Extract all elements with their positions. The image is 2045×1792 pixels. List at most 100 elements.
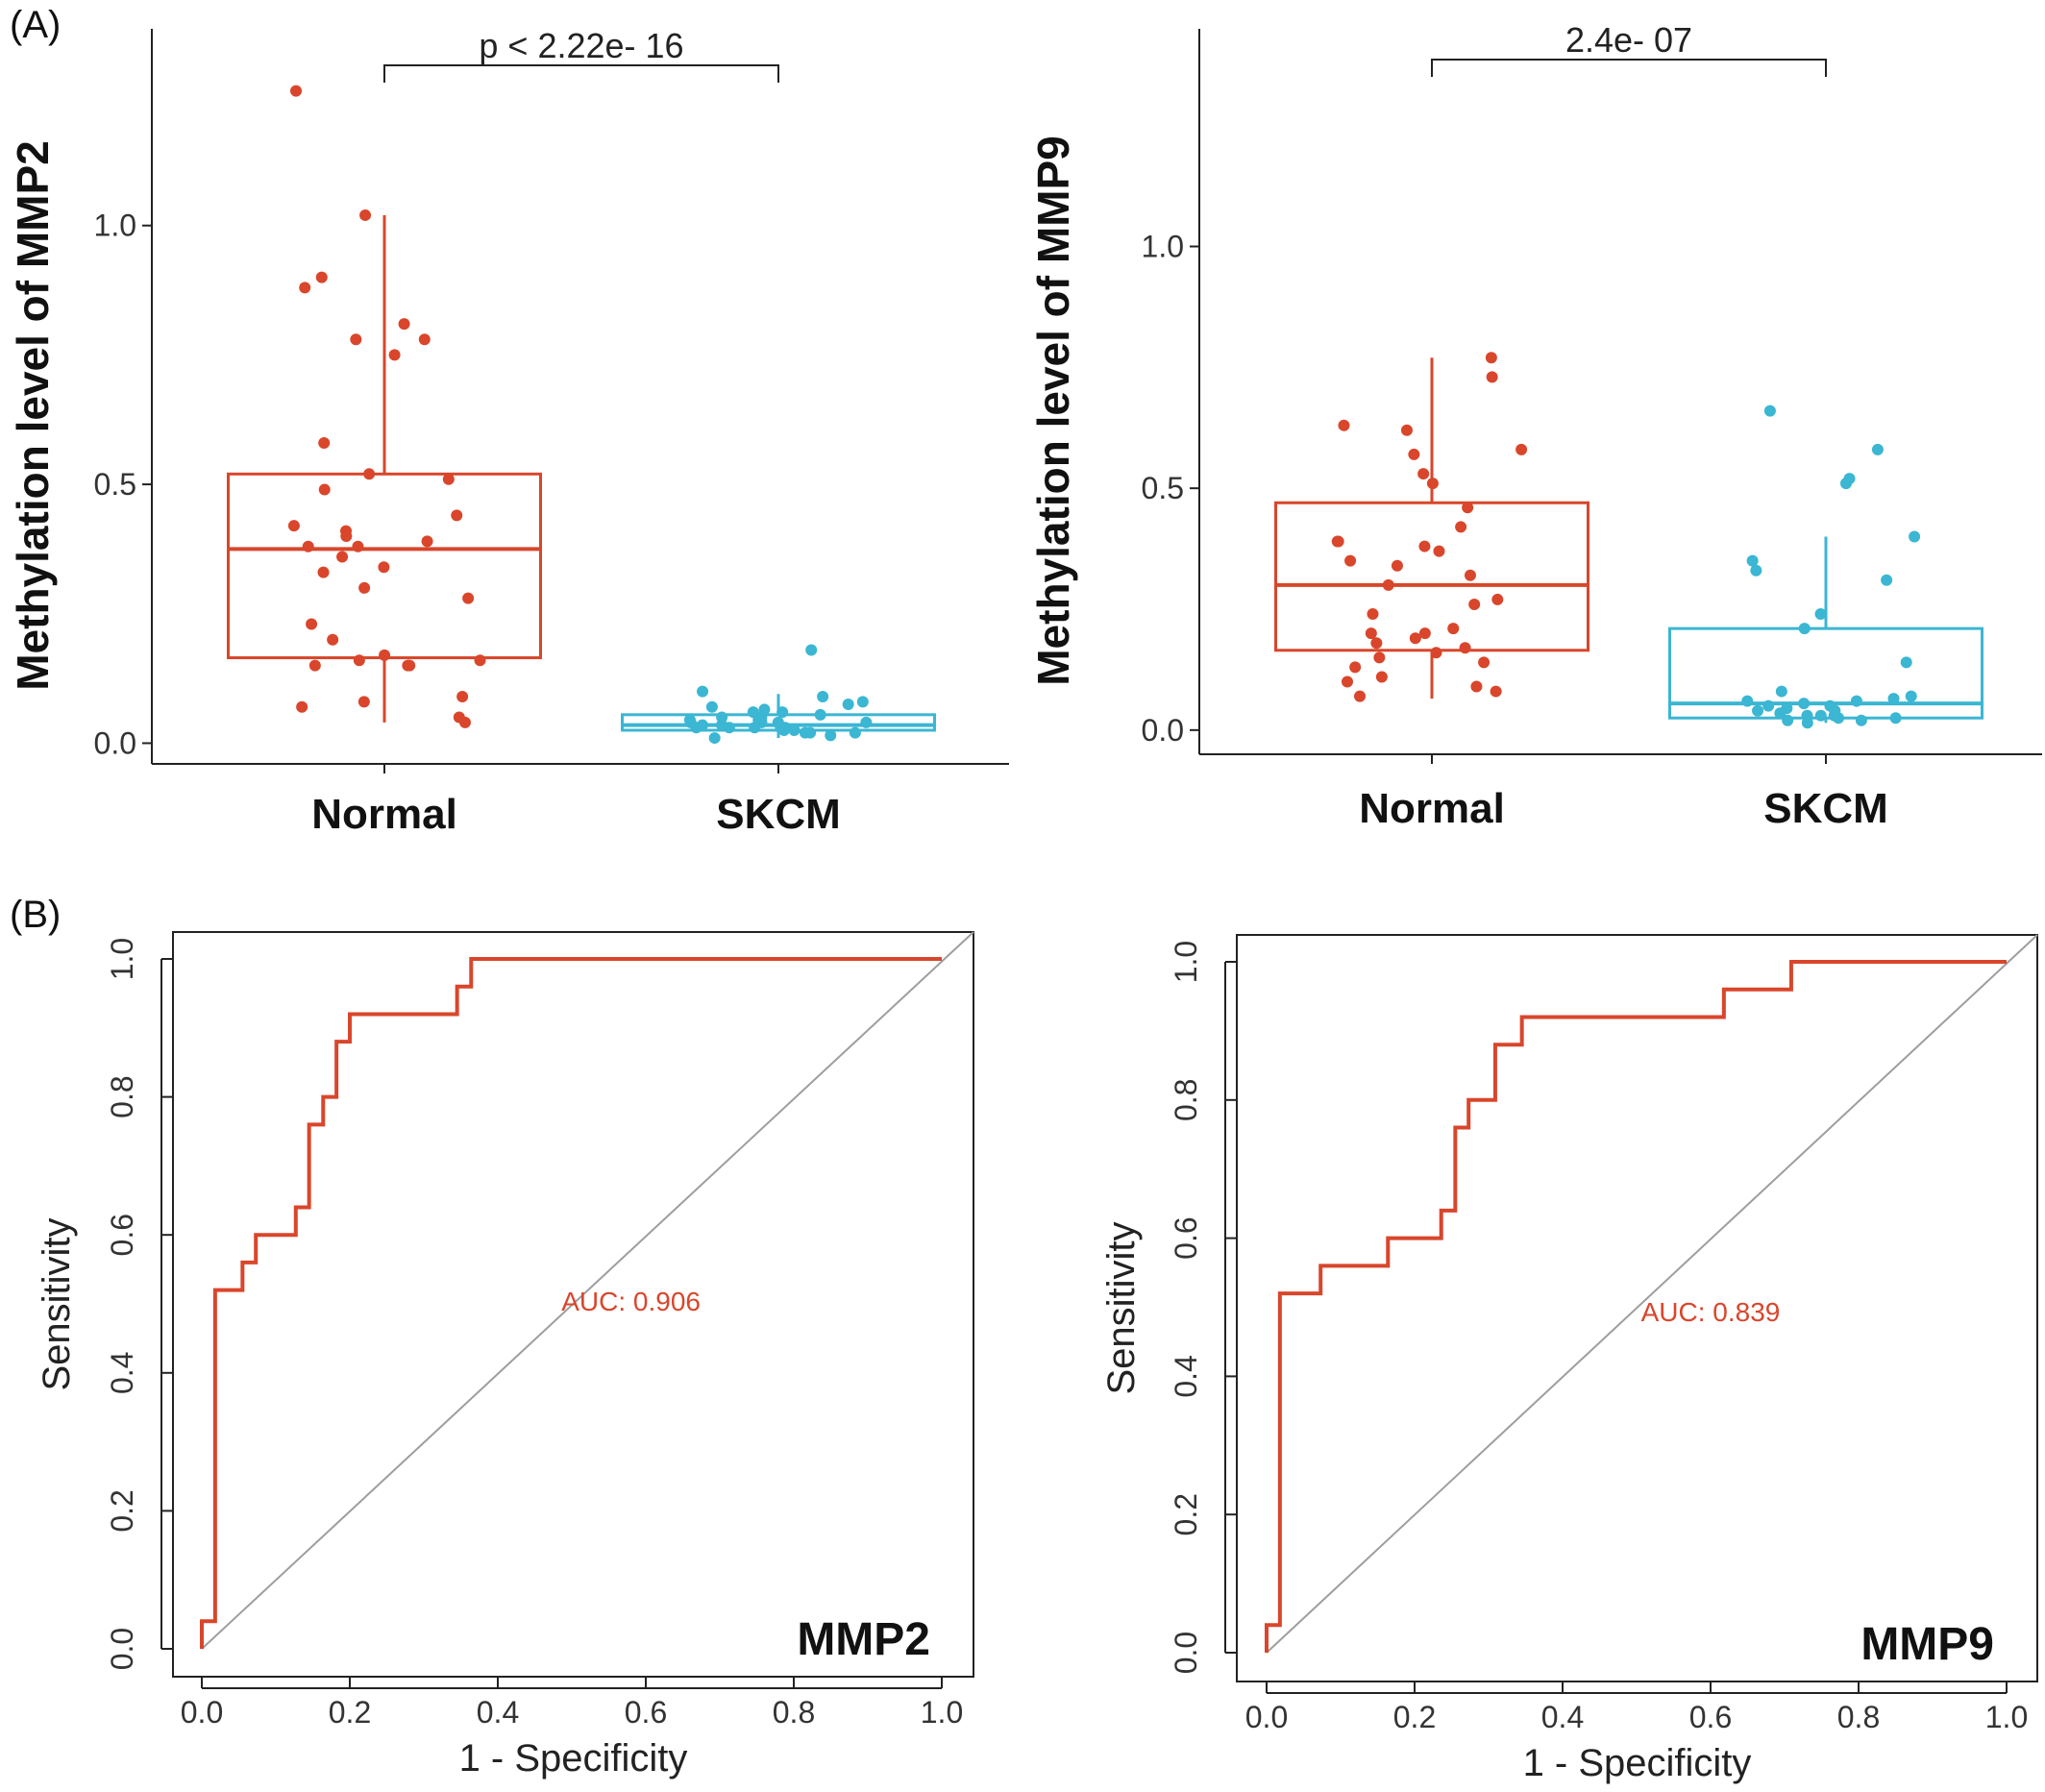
data-point [299,282,311,294]
y-tick-label: 0.6 [1169,1216,1203,1259]
data-point [776,706,789,719]
data-point [1490,685,1502,698]
data-point [1341,675,1353,688]
data-point [318,436,331,449]
data-point [697,685,709,698]
data-point [1905,690,1917,702]
data-point [308,659,321,672]
data-point [817,690,829,702]
data-point [462,592,475,604]
data-point [856,696,869,708]
data-point [1418,540,1431,552]
reference-diagonal [201,931,974,1650]
data-point [1382,578,1394,591]
significance-label: 2.4e- 07 [1565,20,1692,60]
data-point [1468,598,1481,610]
data-point [318,483,331,496]
data-point [451,509,463,522]
data-point [1344,554,1357,567]
data-point [1375,671,1388,683]
data-point [842,699,854,711]
data-point [1741,695,1754,707]
data-point [1871,443,1884,455]
data-point [696,719,708,731]
data-point [1491,593,1504,605]
data-point [379,649,391,661]
y-axis-label: Methylation level of MMP9 [1028,135,1078,686]
data-point [1447,623,1460,635]
data-point [1459,642,1471,654]
x-tick-label: 0.6 [625,1695,667,1730]
data-point [296,700,308,713]
plot-frame [172,931,974,1678]
data-point [1752,704,1764,717]
data-point [1418,627,1431,640]
data-point [1349,661,1362,674]
x-tick-label: 0.2 [1393,1700,1436,1734]
reference-diagonal [1266,934,2038,1654]
x-tick-label: 0.4 [1541,1700,1584,1734]
y-tick-label: 0.8 [105,1075,139,1117]
chart-mmp2-box: 0.0 0.5 1.0 Methylation level of MMP2 Normal… [8,26,1009,838]
data-point [1462,502,1474,514]
data-point [1746,554,1759,567]
data-point [1331,535,1343,548]
data-point [458,716,471,728]
data-point [1814,608,1827,621]
data-point [716,711,728,724]
auc-label: AUC: 0.839 [1641,1297,1781,1327]
data-point [708,732,721,745]
data-point [306,618,318,630]
data-point [860,716,873,728]
data-point [1900,656,1912,669]
data-point [1426,478,1439,490]
data-point [805,644,818,656]
y-tick-label: 1.0 [1169,941,1203,983]
x-tick-label: 0.4 [477,1695,519,1730]
data-point [363,468,376,480]
x-tick-label: 0.6 [1689,1700,1732,1734]
y-tick-label: 0.6 [105,1214,139,1256]
data-point [1485,352,1497,364]
data-point [1781,702,1793,715]
data-point [705,700,718,713]
data-point [1486,371,1498,383]
plot-frame [1236,934,2038,1682]
y-tick-label: 0.8 [1169,1079,1203,1121]
data-point [1843,473,1856,485]
data-point [317,566,330,578]
data-point [1515,443,1528,455]
roc-curve [1265,960,2007,1653]
y-tick-label: 0.4 [105,1352,139,1394]
y-tick-label: 0.2 [1169,1493,1203,1535]
significance-bracket [1431,59,1827,77]
data-point [357,696,370,708]
data-point [1775,685,1787,698]
roc-curve [200,957,942,1649]
data-point [421,535,433,548]
data-point [388,349,401,361]
x-tick-label: 0.8 [1837,1700,1880,1734]
y-axis-label: Methylation level of MMP2 [8,140,58,691]
data-point [804,726,817,739]
box-normal [1274,501,1589,652]
x-axis-label: 1 - Specificity [459,1737,688,1780]
data-point [1367,608,1379,621]
data-point [456,690,469,702]
x-tick-label: 1.0 [921,1695,963,1730]
data-point [1798,698,1811,710]
data-point [1365,627,1377,640]
x-tick-label: 1.0 [1985,1700,2028,1734]
significance-label: p < 2.22e- 16 [479,26,683,65]
y-tick-label: 0.5 [94,467,136,502]
x-tick-label: 0.0 [1245,1700,1288,1734]
y-tick-label: 1.0 [1142,230,1184,264]
panel-label-b: (B) [10,894,62,936]
data-point [1814,709,1827,722]
data-point [340,525,353,537]
data-point [1889,712,1902,724]
data-point [404,659,416,672]
significance-bracket [383,64,779,83]
